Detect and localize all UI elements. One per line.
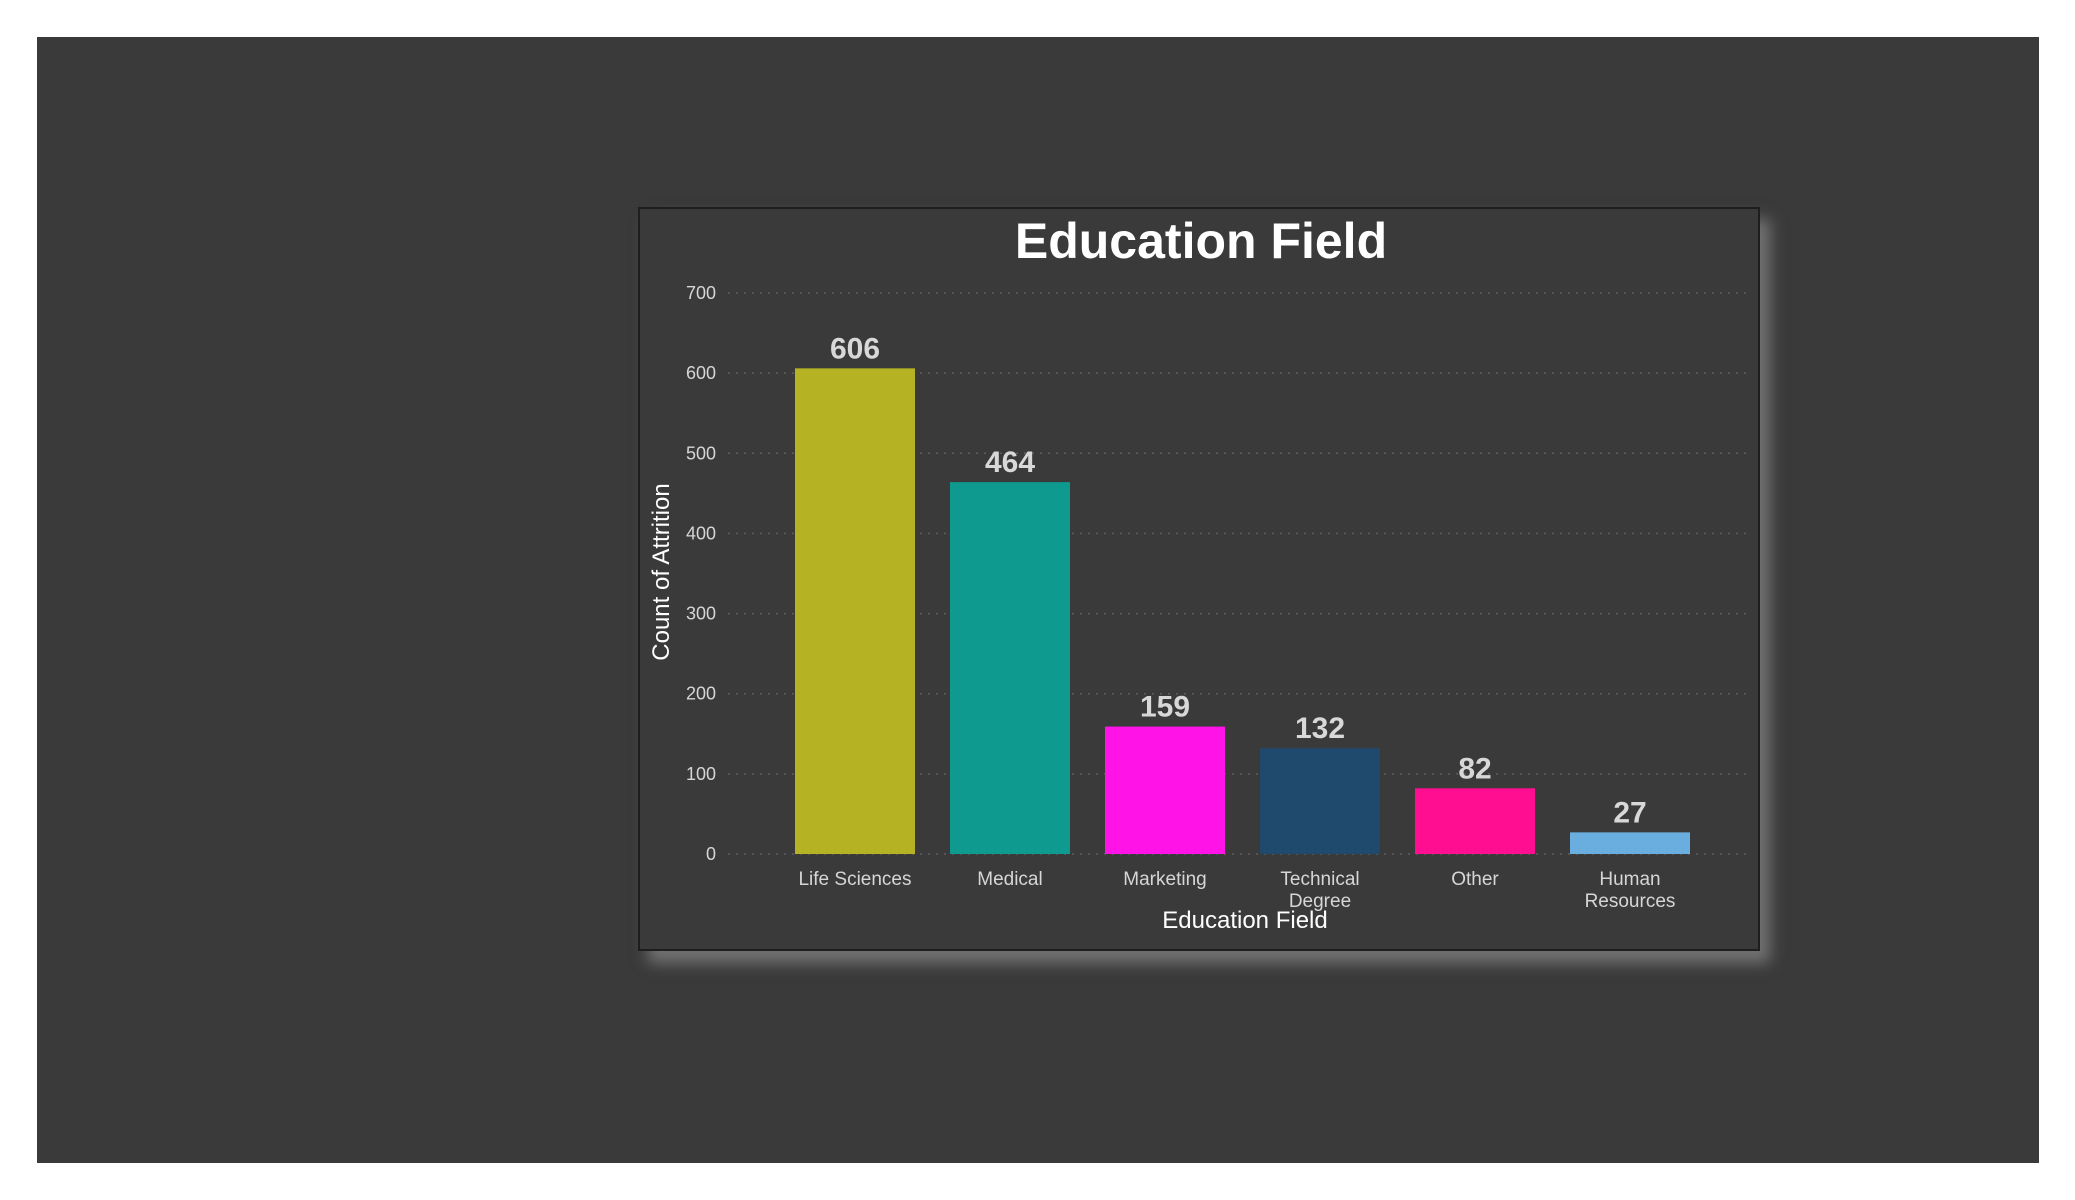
x-category-label: Other (1451, 869, 1499, 890)
y-tick-label: 600 (686, 363, 716, 383)
y-tick-label: 400 (686, 523, 716, 543)
y-tick-label: 100 (686, 764, 716, 784)
x-axis-title: Education Field (1162, 907, 1327, 934)
chart-title: Education Field (1015, 213, 1387, 269)
y-tick-label: 0 (706, 844, 716, 864)
x-axis-categories: Life Sciences Medical Marketing Technical De… (798, 869, 1675, 912)
bar-life-sciences[interactable] (795, 368, 915, 854)
bar-chart-visual[interactable]: Education Field 0 100 200 300 400 500 600 700 6… (638, 207, 1760, 951)
bars (795, 368, 1690, 854)
x-category-label: Life Sciences (798, 869, 911, 890)
gridlines (728, 292, 1752, 855)
y-tick-label: 700 (686, 283, 716, 303)
x-category-label: Human Resources (1585, 869, 1676, 912)
data-label: 606 (830, 332, 880, 365)
bar-chart-svg: Education Field 0 100 200 300 400 500 600 700 6… (648, 213, 1752, 934)
y-tick-label: 200 (686, 684, 716, 704)
y-tick-label: 500 (686, 443, 716, 463)
y-axis-ticks: 0 100 200 300 400 500 600 700 (686, 283, 716, 864)
data-label: 27 (1613, 796, 1646, 829)
data-label: 132 (1295, 712, 1345, 745)
data-label: 464 (985, 446, 1035, 479)
report-canvas: Education Field 0 100 200 300 400 500 600 700 6… (37, 37, 2039, 1163)
y-tick-label: 300 (686, 604, 716, 624)
data-label: 82 (1458, 752, 1491, 785)
x-category-label: Marketing (1123, 869, 1206, 890)
bar-marketing[interactable] (1105, 726, 1225, 854)
y-axis-title: Count of Attrition (648, 483, 675, 660)
bar-technical-degree[interactable] (1260, 748, 1380, 854)
x-category-label: Medical (977, 869, 1042, 890)
bar-other[interactable] (1415, 788, 1535, 854)
data-label: 159 (1140, 691, 1190, 724)
data-labels: 606 464 159 132 82 27 (830, 332, 1647, 829)
bar-human-resources[interactable] (1570, 832, 1690, 854)
x-category-label: Technical Degree (1280, 869, 1359, 912)
bar-medical[interactable] (950, 482, 1070, 854)
